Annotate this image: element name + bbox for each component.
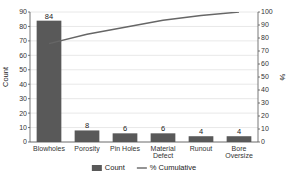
- x-tick-label: Pin Holes: [110, 145, 140, 152]
- legend-item: Count: [92, 163, 126, 172]
- y2-tick: [258, 25, 260, 26]
- x-tick-label-line: Defect: [153, 152, 173, 159]
- y2-tick: [258, 103, 260, 104]
- legend-label: % Cumulative: [150, 163, 196, 172]
- x-tick-label: Porosity: [74, 145, 100, 153]
- y-tick-label: 30: [19, 95, 27, 102]
- x-axis-line: [30, 142, 258, 143]
- y-tick-label: 60: [19, 52, 27, 59]
- x-tick-label-line: Bore: [232, 145, 247, 152]
- y2-tick: [258, 116, 260, 117]
- y2-tick-label: 30: [261, 99, 269, 106]
- y-tick-label: 20: [19, 110, 27, 117]
- y-tick: [28, 84, 30, 85]
- x-tick-label: MaterialDefect: [151, 145, 176, 160]
- data-label: 4: [199, 127, 203, 136]
- bar: [113, 133, 138, 142]
- y2-tick-label: 70: [261, 47, 269, 54]
- y-tick-label: 80: [19, 23, 27, 30]
- y-tick: [28, 55, 30, 56]
- y-tick: [28, 26, 30, 27]
- y-tick: [28, 69, 30, 70]
- grid-line: [30, 98, 258, 99]
- legend-label: Count: [105, 163, 126, 172]
- y2-tick-label: 40: [261, 86, 269, 93]
- y-tick: [28, 142, 30, 143]
- grid-line: [30, 84, 258, 85]
- y2-tick-label: 80: [261, 34, 269, 41]
- x-tick-label-line: Runout: [190, 145, 213, 152]
- y2-tick-label: 100: [261, 8, 273, 15]
- axes: 0 10 20 30 40 50 60 70 80 90 0 10 20 30 40 50 60 70 80 90 10…: [1, 8, 286, 159]
- x-tick-label-line: Material: [151, 145, 176, 152]
- y-tick: [28, 40, 30, 41]
- x-tick-label-line: Porosity: [74, 145, 100, 153]
- legend-item: % Cumulative: [137, 163, 196, 172]
- data-label: 6: [123, 124, 127, 133]
- x-tick-label: Runout: [190, 145, 213, 152]
- y-axis-label: Count: [1, 66, 10, 87]
- y-tick: [28, 12, 30, 13]
- y2-tick: [258, 38, 260, 39]
- y-tick-label: 70: [19, 37, 27, 44]
- y2-tick-label: 10: [261, 125, 269, 132]
- y2-tick: [258, 77, 260, 78]
- data-label: 84: [45, 12, 53, 21]
- grid-line: [30, 26, 258, 27]
- data-label: 8: [85, 121, 89, 130]
- y2-tick-label: 50: [261, 73, 269, 80]
- x-tick-label-line: Oversize: [225, 152, 253, 159]
- y2-tick: [258, 90, 260, 91]
- x-tick-label-line: Pin Holes: [110, 145, 140, 152]
- y-tick: [28, 98, 30, 99]
- marks: [37, 12, 252, 142]
- data-label: 4: [237, 127, 241, 136]
- legend-swatch: [137, 167, 147, 168]
- y2-tick: [258, 129, 260, 130]
- y2-tick: [258, 51, 260, 52]
- line: [49, 12, 239, 44]
- grid-line: [30, 113, 258, 114]
- y2-tick-label: 90: [261, 21, 269, 28]
- y-axis-line: [30, 12, 31, 142]
- bar: [37, 21, 62, 142]
- x-tick-label: BoreOversize: [225, 145, 253, 160]
- grid-line: [30, 127, 258, 128]
- y2-axis-label: %: [278, 74, 286, 81]
- x-tick-label-line: Blowholes: [33, 145, 65, 152]
- grid-line: [30, 69, 258, 70]
- bar: [75, 130, 100, 142]
- grid-line: [30, 55, 258, 56]
- grid-line: [30, 12, 258, 13]
- y-tick: [28, 113, 30, 114]
- y-tick-label: 10: [19, 124, 27, 131]
- y2-tick: [258, 142, 260, 143]
- y-tick-label: 50: [19, 66, 27, 73]
- bar: [189, 136, 214, 142]
- grid-line: [30, 142, 258, 143]
- y2-tick: [258, 12, 260, 13]
- y-tick-label: 40: [19, 81, 27, 88]
- labels: 84 8 6 6 4 4: [45, 12, 241, 137]
- data-label: 6: [161, 124, 165, 133]
- y-tick-label: 90: [19, 8, 27, 15]
- y2-tick: [258, 64, 260, 65]
- y-tick: [28, 127, 30, 128]
- x-tick-label: Blowholes: [33, 145, 65, 152]
- y-tick-label: 0: [23, 138, 27, 145]
- y2-tick-label: 20: [261, 112, 269, 119]
- chart: 8486644010203040506070809001020304050607…: [0, 0, 286, 176]
- legend: Count % Cumulative: [92, 163, 196, 172]
- bar: [151, 133, 176, 142]
- y2-tick-label: 60: [261, 60, 269, 67]
- grid: [30, 12, 258, 142]
- legend-swatch: [92, 165, 102, 171]
- y2-tick-label: 0: [261, 138, 265, 145]
- bar: [227, 136, 252, 142]
